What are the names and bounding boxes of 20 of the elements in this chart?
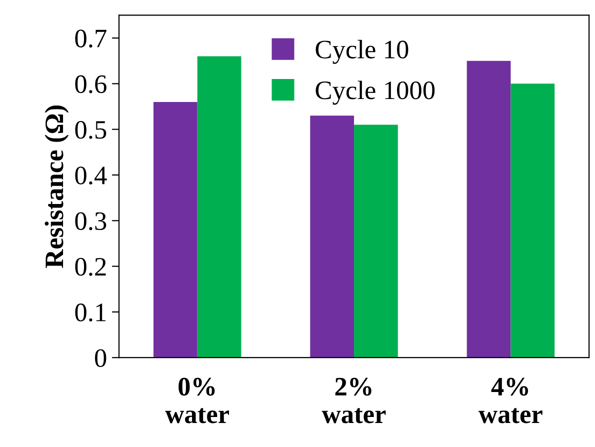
bar bbox=[310, 116, 354, 358]
x-tick-label: 2% water bbox=[322, 378, 386, 424]
y-tick-label: 0.3 bbox=[75, 212, 106, 230]
y-tick-label: 0 bbox=[95, 349, 106, 368]
bar bbox=[354, 124, 398, 358]
y-tick-label: 0.5 bbox=[75, 120, 106, 139]
y-tick-label: 0.4 bbox=[75, 166, 107, 185]
y-tick-label: 0.7 bbox=[75, 30, 106, 48]
legend-label: Cycle 1000 bbox=[316, 80, 435, 105]
y-tick-label: 0.1 bbox=[75, 304, 106, 322]
legend-label: Cycle 10 bbox=[316, 40, 408, 64]
bar bbox=[197, 56, 242, 358]
bar bbox=[153, 102, 198, 358]
x-tick-label: 4% water bbox=[478, 378, 542, 424]
y-axis-title: Resistance (Ω) bbox=[44, 106, 69, 268]
x-tick-label: 0% water bbox=[165, 378, 230, 424]
bar bbox=[510, 84, 555, 358]
y-tick-label: 0.6 bbox=[75, 75, 106, 94]
bar bbox=[466, 60, 511, 358]
y-tick-label: 0.2 bbox=[75, 258, 106, 276]
